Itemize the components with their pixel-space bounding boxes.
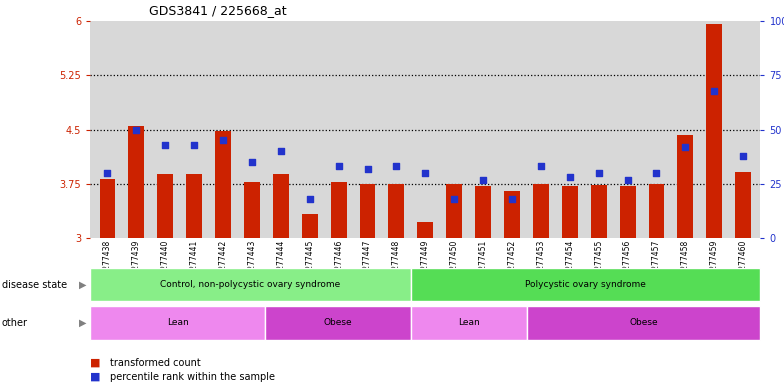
Point bbox=[361, 166, 374, 172]
Bar bbox=[706, 24, 722, 238]
Bar bbox=[129, 126, 144, 238]
Text: transformed count: transformed count bbox=[110, 358, 201, 368]
Bar bbox=[533, 184, 549, 238]
Bar bbox=[389, 184, 405, 238]
Text: ▶: ▶ bbox=[78, 318, 86, 328]
Bar bbox=[446, 184, 462, 238]
Point bbox=[650, 170, 662, 176]
Bar bbox=[417, 222, 434, 238]
Bar bbox=[648, 184, 664, 238]
Bar bbox=[504, 191, 520, 238]
Bar bbox=[244, 182, 260, 238]
Point bbox=[593, 170, 605, 176]
Point bbox=[101, 170, 114, 176]
Point bbox=[390, 164, 403, 170]
Bar bbox=[302, 214, 318, 238]
Text: percentile rank within the sample: percentile rank within the sample bbox=[110, 372, 274, 382]
Point bbox=[217, 137, 230, 144]
Point bbox=[419, 170, 431, 176]
Point bbox=[130, 126, 143, 132]
Point bbox=[332, 164, 345, 170]
Bar bbox=[215, 131, 231, 238]
Point bbox=[303, 196, 316, 202]
Bar bbox=[590, 185, 607, 238]
Text: ■: ■ bbox=[90, 372, 100, 382]
Point bbox=[621, 176, 633, 182]
Bar bbox=[735, 172, 751, 238]
Point bbox=[245, 159, 258, 165]
Text: Lean: Lean bbox=[458, 318, 480, 328]
Point bbox=[274, 148, 287, 154]
Point bbox=[159, 142, 172, 148]
Bar bbox=[562, 186, 578, 238]
Bar bbox=[273, 174, 289, 238]
Text: Polycystic ovary syndrome: Polycystic ovary syndrome bbox=[525, 280, 646, 289]
Text: disease state: disease state bbox=[2, 280, 67, 290]
Text: Obese: Obese bbox=[324, 318, 352, 328]
Point bbox=[448, 196, 460, 202]
Bar bbox=[677, 136, 693, 238]
Point bbox=[506, 196, 518, 202]
Text: other: other bbox=[2, 318, 27, 328]
Text: Control, non-polycystic ovary syndrome: Control, non-polycystic ovary syndrome bbox=[161, 280, 340, 289]
Point bbox=[737, 152, 750, 159]
Point bbox=[564, 174, 576, 180]
Bar bbox=[100, 179, 115, 238]
Point bbox=[535, 164, 547, 170]
Text: ▶: ▶ bbox=[78, 280, 86, 290]
Bar bbox=[187, 174, 202, 238]
Bar bbox=[331, 182, 347, 238]
Point bbox=[708, 88, 720, 94]
Text: GDS3841 / 225668_at: GDS3841 / 225668_at bbox=[149, 4, 287, 17]
Text: Lean: Lean bbox=[167, 318, 188, 328]
Bar bbox=[158, 174, 173, 238]
Point bbox=[679, 144, 691, 150]
Bar bbox=[619, 186, 636, 238]
Point bbox=[477, 176, 489, 182]
Bar bbox=[475, 186, 491, 238]
Bar bbox=[360, 184, 376, 238]
Point bbox=[188, 142, 201, 148]
Text: Obese: Obese bbox=[630, 318, 659, 328]
Text: ■: ■ bbox=[90, 358, 100, 368]
